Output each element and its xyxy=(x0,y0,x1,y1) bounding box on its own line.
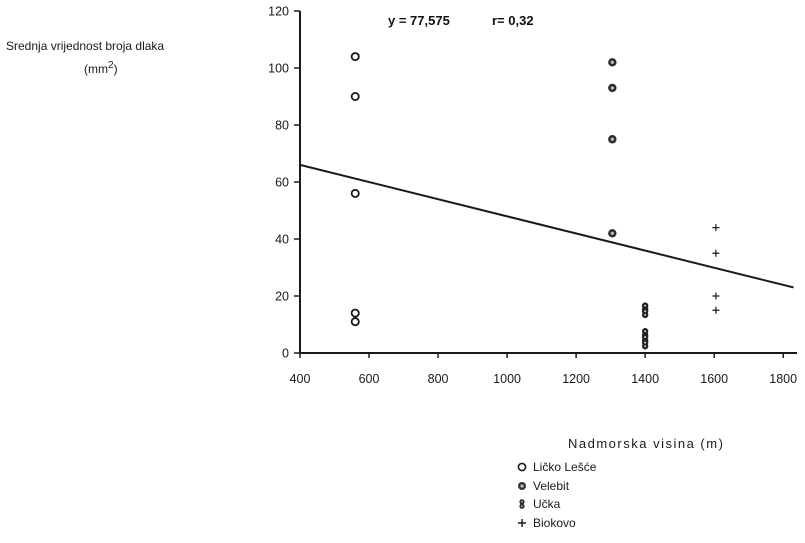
x-tick-label: 400 xyxy=(290,372,311,386)
regression-line xyxy=(299,163,794,289)
x-tick-label: 1800 xyxy=(769,372,797,386)
y-tick-label: 80 xyxy=(275,119,289,133)
y-axis-label-unit: (mm xyxy=(84,62,108,76)
legend-item-licko-lesce: Ličko Lešće xyxy=(517,458,596,477)
legend-label: Biokovo xyxy=(533,515,576,530)
data-point-licko-lesce xyxy=(350,308,360,318)
data-point-licko-lesce xyxy=(350,92,360,102)
y-axis-label-exponent: 2 xyxy=(108,60,114,71)
legend-item-biokovo: Biokovo xyxy=(517,514,596,533)
x-tick-label: 1200 xyxy=(562,372,590,386)
data-points xyxy=(350,52,720,350)
point-center xyxy=(644,313,647,316)
stacked-circles-icon xyxy=(519,499,525,510)
legend-label: Ličko Lešće xyxy=(533,460,597,474)
data-point-biokovo xyxy=(712,249,720,257)
y-tick-label: 0 xyxy=(282,347,289,361)
point-center xyxy=(610,137,615,141)
y-axis-label-line1: Srednja vrijednost broja dlaka xyxy=(6,39,165,53)
legend-item-velebit: Velebit xyxy=(517,477,596,496)
y-tick-label: 20 xyxy=(275,290,289,304)
y-axis-label-line2: (mm2) xyxy=(6,56,246,79)
data-point-ucka xyxy=(641,308,649,319)
y-tick-label: 60 xyxy=(275,176,289,190)
y-tick-label: 120 xyxy=(268,5,289,19)
x-axis-label: Nadmorska visina (m) xyxy=(568,436,725,451)
data-point-biokovo xyxy=(712,224,720,232)
equation-annotation: y = 77,575 xyxy=(388,13,450,28)
open-circle-icon xyxy=(517,462,527,472)
y-tick-label: 100 xyxy=(268,62,289,76)
point-center xyxy=(644,345,647,348)
y-tick-label: 40 xyxy=(275,233,289,247)
x-tick-label: 1600 xyxy=(700,372,728,386)
legend-label: Velebit xyxy=(533,478,570,493)
data-point-velebit xyxy=(608,135,617,144)
data-point-licko-lesce xyxy=(350,188,360,198)
y-axis-label: Srednja vrijednost broja dlaka (mm2) xyxy=(6,36,246,79)
x-tick-label: 1000 xyxy=(493,372,521,386)
legend-label: Učka xyxy=(533,497,561,511)
x-axis-ticks: 400 600 800 1000 1200 1400 1600 1800 xyxy=(290,353,797,386)
x-tick-label: 600 xyxy=(359,372,380,386)
x-tick-label: 1400 xyxy=(631,372,659,386)
point-center xyxy=(644,330,647,333)
data-point-ucka xyxy=(641,339,649,350)
data-point-velebit xyxy=(608,229,617,238)
point-center xyxy=(644,341,647,344)
data-point-licko-lesce xyxy=(350,52,360,62)
point-center xyxy=(610,231,615,235)
point-center xyxy=(644,310,647,313)
data-point-licko-lesce xyxy=(350,317,360,327)
point-center xyxy=(644,304,647,307)
data-point-velebit xyxy=(608,58,617,67)
correlation-annotation: r= 0,32 xyxy=(492,13,534,28)
data-point-biokovo xyxy=(712,306,720,314)
point-center xyxy=(644,335,647,338)
point-center xyxy=(610,86,615,90)
plus-icon xyxy=(518,518,526,527)
legend: Ličko Lešće Velebit Učka Biokovo xyxy=(517,458,596,532)
point-center xyxy=(610,60,615,64)
filled-circle-icon xyxy=(518,481,526,490)
y-axis-ticks: 0 20 40 60 80 100 120 xyxy=(268,5,300,361)
x-tick-label: 800 xyxy=(428,372,449,386)
legend-item-ucka: Učka xyxy=(517,495,596,514)
data-point-velebit xyxy=(608,83,617,93)
data-point-biokovo xyxy=(712,292,720,300)
y-axis-label-close: ) xyxy=(113,62,118,76)
